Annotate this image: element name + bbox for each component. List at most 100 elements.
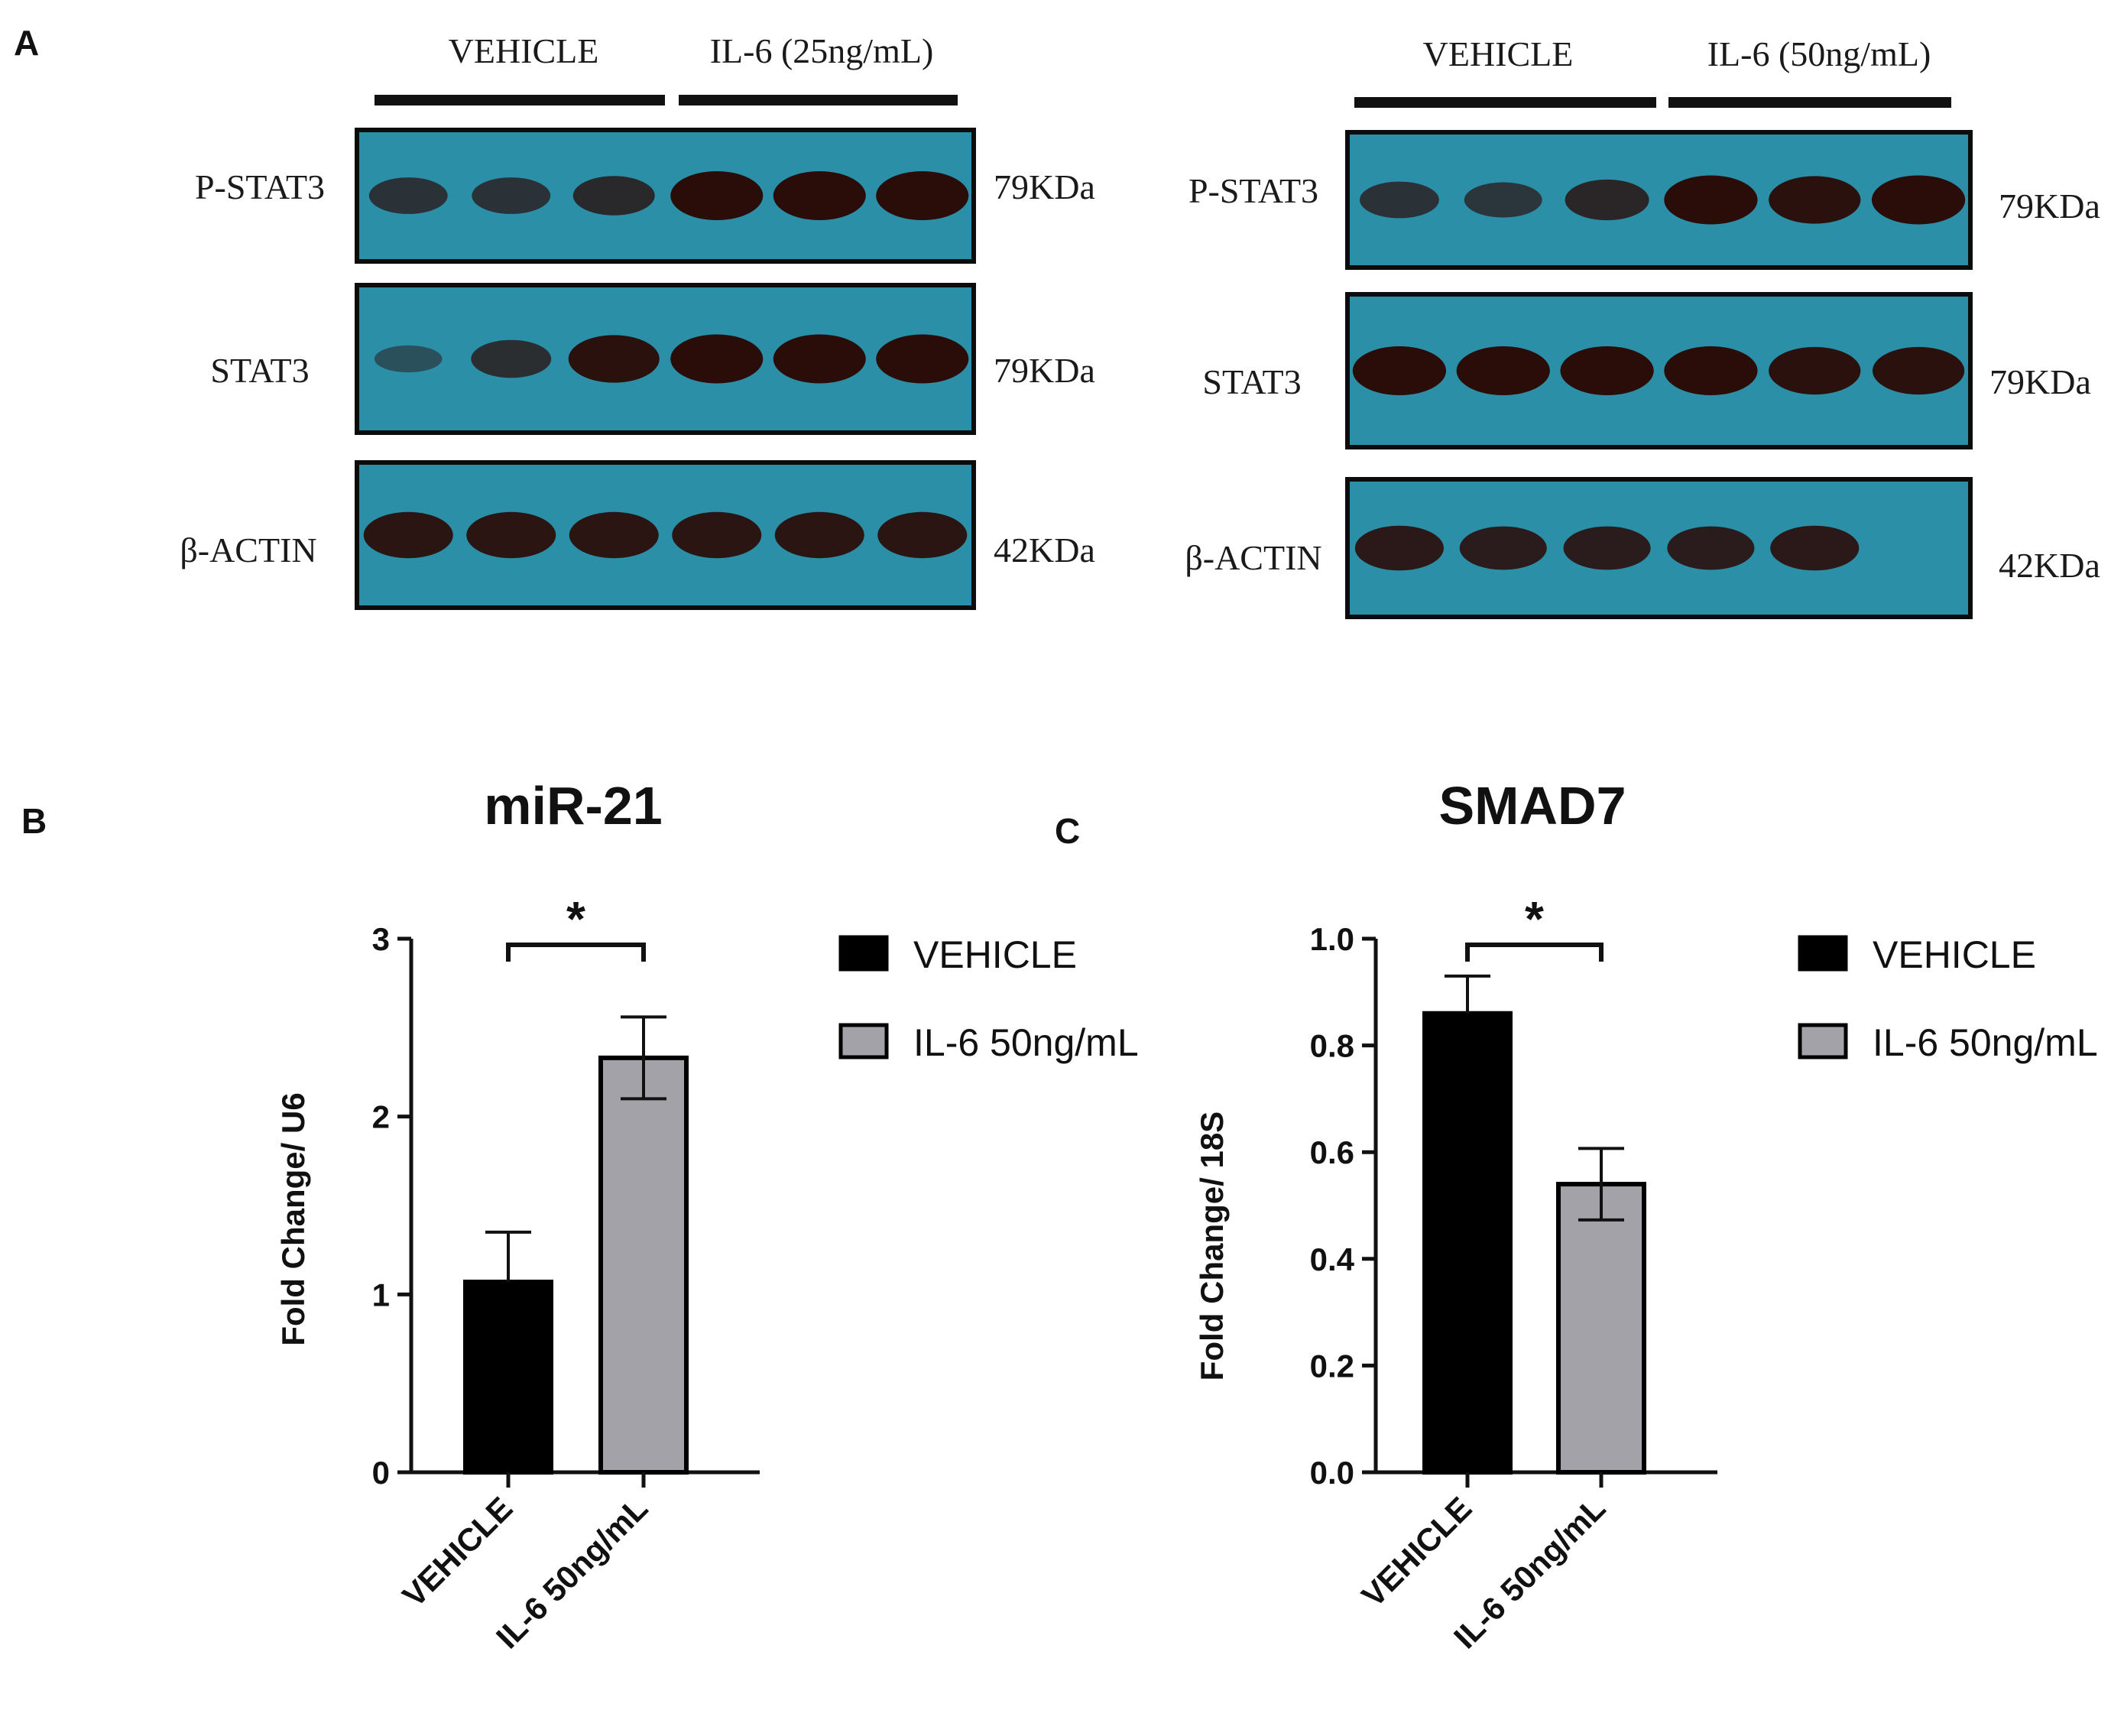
y-tick-label: 0.8 bbox=[1310, 1028, 1354, 1064]
blot-band bbox=[670, 334, 764, 384]
chart-smad7: SMAD7 Fold Change/ 18S 0.0 0.2 0.4 0.6 0.8 1.… bbox=[1194, 776, 2098, 1656]
panel-letter-a: A bbox=[14, 23, 39, 63]
blot-band bbox=[773, 171, 866, 220]
y-tick-label: 0.4 bbox=[1310, 1241, 1355, 1277]
blot-band bbox=[1456, 346, 1550, 395]
wb2-weight-label: 79KDa bbox=[1989, 362, 2091, 401]
wb2-weight-label: 42KDa bbox=[1999, 546, 2100, 585]
blot-band bbox=[1770, 525, 1860, 571]
y-axis-label: Fold Change/ 18S bbox=[1194, 1111, 1230, 1381]
blot-band bbox=[1565, 179, 1649, 221]
wb2-row-p-stat3: P-STAT3 79KDa bbox=[1188, 130, 2100, 270]
wb1-row-p-stat3: P-STAT3 79KDa bbox=[195, 128, 1095, 264]
legend-label: IL-6 50ng/mL bbox=[913, 1021, 1139, 1064]
y-tick-label: 2 bbox=[372, 1099, 390, 1135]
chart-title: miR-21 bbox=[484, 776, 662, 836]
blot-band bbox=[1664, 175, 1758, 225]
blot-band bbox=[877, 511, 968, 559]
blot-band bbox=[466, 511, 556, 559]
bar bbox=[1556, 1182, 1646, 1475]
blot-band bbox=[1872, 346, 1965, 395]
wb1-weight-label: 42KDa bbox=[994, 531, 1095, 569]
blot-band bbox=[670, 171, 764, 220]
wb1-protein-label: β-ACTIN bbox=[180, 531, 316, 569]
wb2-group-bar-right bbox=[1668, 97, 1951, 108]
panel-letter-b: B bbox=[21, 801, 47, 841]
wb2-weight-label: 79KDa bbox=[1999, 187, 2100, 226]
wb1-weight-label: 79KDa bbox=[994, 351, 1095, 390]
blot-membrane bbox=[355, 460, 976, 610]
blot-band bbox=[876, 171, 969, 220]
panel-letter-c: C bbox=[1055, 811, 1080, 851]
wb2-group-right: IL-6 (50ng/mL) bbox=[1707, 34, 1931, 73]
blot-band bbox=[368, 177, 448, 214]
wb1-protein-label: STAT3 bbox=[210, 351, 309, 390]
blot-band bbox=[672, 511, 762, 559]
chart-mir-21: miR-21 Fold Change/ U6 0 1 2 3 VEHICLE IL-6 5… bbox=[275, 776, 1139, 1656]
legend-label: IL-6 50ng/mL bbox=[1873, 1021, 2098, 1064]
legend-swatch bbox=[1798, 1023, 1848, 1059]
y-tick-label: 1 bbox=[372, 1277, 390, 1313]
y-tick-label: 0 bbox=[372, 1455, 390, 1491]
blot-band bbox=[1354, 525, 1444, 571]
wb2-protein-label: β-ACTIN bbox=[1185, 538, 1321, 577]
blot-band bbox=[363, 511, 453, 559]
bar bbox=[1422, 1011, 1513, 1475]
bar bbox=[598, 1055, 689, 1475]
blot-band bbox=[569, 511, 659, 559]
blot-band bbox=[1664, 346, 1758, 395]
chart-title: SMAD7 bbox=[1438, 776, 1626, 836]
blot-band bbox=[1563, 526, 1651, 570]
blot-band bbox=[1871, 175, 1966, 225]
significance-bracket bbox=[1465, 943, 1604, 962]
y-axis-label: Fold Change/ U6 bbox=[275, 1092, 311, 1345]
significance-bracket bbox=[506, 943, 646, 962]
blot-band bbox=[1667, 526, 1755, 570]
blot-band bbox=[876, 334, 969, 384]
blot-band bbox=[1769, 176, 1861, 224]
blot-band bbox=[1769, 346, 1861, 395]
legend-label: VEHICLE bbox=[1873, 933, 2036, 976]
x-category-label: VEHICLE bbox=[395, 1490, 519, 1614]
y-tick-label: 3 bbox=[372, 921, 390, 957]
western-blot-2: VEHICLE IL-6 (50ng/mL) P-STAT3 79KDa STA… bbox=[1185, 34, 2100, 619]
wb1-group-bar-left bbox=[375, 95, 665, 105]
y-tick-label: 0.2 bbox=[1310, 1348, 1354, 1384]
significance-star: * bbox=[1525, 891, 1544, 946]
wb1-weight-label: 79KDa bbox=[994, 167, 1095, 206]
wb1-group-left: VEHICLE bbox=[449, 31, 599, 70]
wb2-group-left: VEHICLE bbox=[1423, 34, 1574, 73]
blot-band bbox=[471, 339, 552, 378]
blot-membrane bbox=[355, 283, 976, 435]
blot-band bbox=[774, 511, 864, 559]
blot-band bbox=[572, 176, 655, 216]
legend-swatch bbox=[838, 935, 889, 972]
blot-band bbox=[472, 177, 551, 214]
blot-band bbox=[1352, 346, 1447, 395]
significance-star: * bbox=[566, 891, 585, 946]
blot-band bbox=[1459, 526, 1547, 570]
legend-label: VEHICLE bbox=[913, 933, 1077, 976]
blot-band bbox=[1560, 346, 1654, 395]
y-tick-label: 1.0 bbox=[1310, 921, 1354, 957]
y-tick-label: 0.0 bbox=[1310, 1455, 1354, 1491]
x-category-label: VEHICLE bbox=[1354, 1490, 1478, 1614]
blot-membrane bbox=[1345, 477, 1973, 619]
legend-swatch bbox=[1798, 935, 1848, 972]
bar bbox=[463, 1280, 553, 1475]
blot-membrane bbox=[355, 128, 976, 264]
wb1-group-right: IL-6 (25ng/mL) bbox=[710, 31, 934, 70]
blot-band bbox=[374, 345, 443, 373]
wb1-row-beta-actin: β-ACTIN 42KDa bbox=[180, 460, 1095, 610]
wb2-group-bar-left bbox=[1354, 97, 1656, 108]
blot-band bbox=[1359, 181, 1439, 219]
wb1-protein-label: P-STAT3 bbox=[195, 167, 325, 206]
blot-membrane bbox=[1345, 292, 1973, 449]
wb2-row-stat3: STAT3 79KDa bbox=[1202, 292, 2091, 449]
wb1-row-stat3: STAT3 79KDa bbox=[210, 283, 1095, 435]
wb2-protein-label: P-STAT3 bbox=[1188, 171, 1318, 210]
blot-band bbox=[568, 335, 660, 383]
y-tick-label: 0.6 bbox=[1310, 1134, 1354, 1170]
